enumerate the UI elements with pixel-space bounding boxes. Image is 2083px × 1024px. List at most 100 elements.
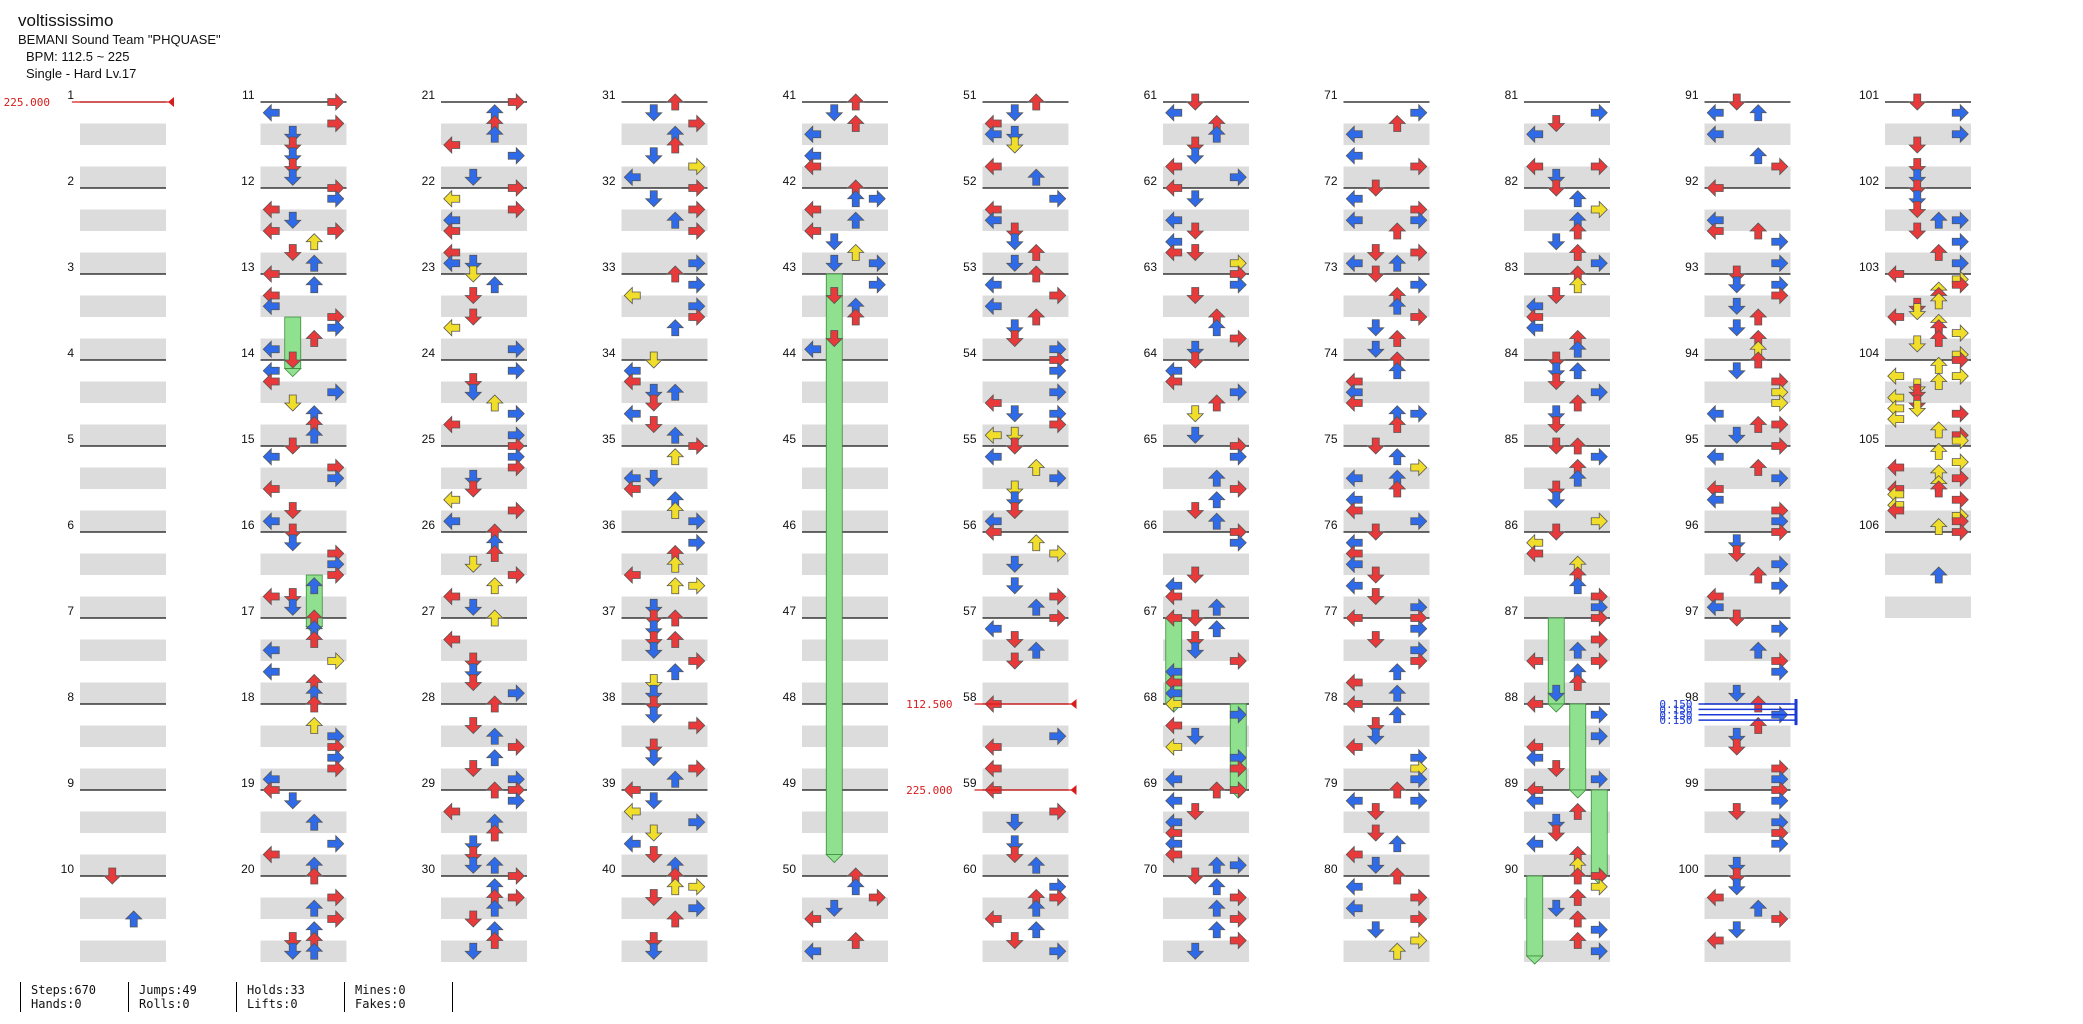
arrow-note bbox=[868, 276, 886, 294]
measure: 30 bbox=[422, 862, 527, 962]
measure: 96 bbox=[1685, 518, 1791, 618]
measure-number: 105 bbox=[1859, 432, 1879, 446]
beat-band bbox=[80, 338, 166, 360]
arrow-note bbox=[507, 792, 525, 810]
arrow-note bbox=[507, 405, 525, 423]
beat-band bbox=[1704, 725, 1791, 747]
stop-marker: 0.150 bbox=[1659, 698, 1798, 711]
beat-band bbox=[1524, 510, 1610, 532]
beat-band bbox=[1704, 897, 1791, 919]
beat-band bbox=[80, 639, 166, 661]
measure: 51 bbox=[963, 88, 1069, 188]
arrow-note bbox=[305, 233, 323, 251]
measure: 62 bbox=[1144, 174, 1249, 274]
beat-band bbox=[441, 768, 527, 790]
measure: 60 bbox=[963, 862, 1069, 962]
measure-number: 38 bbox=[602, 690, 616, 704]
beat-band bbox=[1343, 854, 1430, 876]
arrow-note bbox=[1569, 190, 1587, 208]
beat-band bbox=[1704, 854, 1791, 876]
hold-end bbox=[1568, 789, 1587, 799]
beat-band bbox=[1885, 596, 1971, 618]
measure: 8 bbox=[67, 690, 166, 790]
beat-band bbox=[1704, 338, 1791, 360]
beat-band bbox=[802, 338, 888, 360]
arrow-note bbox=[1006, 405, 1024, 423]
arrow-note bbox=[1526, 749, 1544, 767]
beat-band bbox=[1343, 940, 1430, 962]
stat-group-jumps: Jumps:49 Rolls:0 bbox=[128, 982, 236, 1012]
measure: 6 bbox=[67, 518, 166, 618]
arrow-note bbox=[1728, 319, 1746, 337]
arrow-note bbox=[984, 620, 1002, 638]
beat-band bbox=[982, 725, 1069, 747]
measure: 36 bbox=[602, 518, 708, 618]
arrow-note bbox=[645, 190, 663, 208]
stat-hands: Hands:0 bbox=[31, 997, 82, 1011]
beat-band bbox=[441, 811, 527, 833]
beat-band bbox=[802, 682, 888, 704]
beat-band bbox=[1885, 166, 1971, 188]
beat-band bbox=[621, 596, 708, 618]
arrow-note bbox=[1771, 620, 1789, 638]
measure: 92 bbox=[1685, 174, 1791, 274]
arrow-note bbox=[847, 878, 865, 896]
beat-band bbox=[260, 510, 347, 532]
beat-band bbox=[1163, 897, 1249, 919]
beat-band bbox=[260, 166, 347, 188]
measure-number: 36 bbox=[602, 518, 616, 532]
beat-band bbox=[1343, 166, 1430, 188]
beat-band bbox=[80, 940, 166, 962]
beat-band bbox=[621, 897, 708, 919]
arrow-note bbox=[1229, 276, 1247, 294]
measure: 40 bbox=[602, 862, 708, 962]
bpm-tick bbox=[168, 97, 174, 107]
arrow-note bbox=[847, 190, 865, 208]
measure-number: 59 bbox=[963, 776, 977, 790]
beat-band bbox=[441, 338, 527, 360]
measure-number: 57 bbox=[963, 604, 977, 618]
arrow-note bbox=[623, 835, 641, 853]
measure-number: 46 bbox=[783, 518, 797, 532]
arrow-note bbox=[1728, 93, 1746, 111]
arrow-note bbox=[1590, 104, 1608, 122]
arrow-note bbox=[1728, 276, 1746, 294]
measure: 33 bbox=[602, 260, 708, 360]
measure-number: 99 bbox=[1685, 776, 1699, 790]
beat-band bbox=[1524, 725, 1610, 747]
beat-band bbox=[982, 381, 1069, 403]
measure-number: 28 bbox=[422, 690, 436, 704]
measure-number: 74 bbox=[1324, 346, 1338, 360]
measure-number: 61 bbox=[1144, 88, 1158, 102]
arrow-note bbox=[1908, 93, 1926, 111]
arrow-note bbox=[1388, 362, 1406, 380]
hold-body bbox=[1569, 703, 1587, 791]
arrow-note bbox=[1027, 534, 1045, 552]
arrow-note bbox=[1367, 921, 1385, 939]
measure: 85 bbox=[1505, 432, 1610, 532]
arrow-note bbox=[1208, 878, 1226, 896]
stat-lifts: Lifts:0 bbox=[247, 997, 298, 1011]
measure-number: 12 bbox=[241, 174, 255, 188]
hold-body bbox=[825, 273, 843, 855]
arrow-note bbox=[1006, 233, 1024, 251]
arrow-note bbox=[262, 104, 280, 122]
arrow-note bbox=[1208, 319, 1226, 337]
beat-band bbox=[441, 424, 527, 446]
arrow-note bbox=[1186, 190, 1204, 208]
beat-band bbox=[1885, 510, 1971, 532]
beat-band bbox=[621, 209, 708, 231]
beat-band bbox=[982, 467, 1069, 489]
arrow-note bbox=[327, 835, 345, 853]
beat-band bbox=[621, 940, 708, 962]
beat-band bbox=[982, 811, 1069, 833]
beat-band bbox=[260, 252, 347, 274]
arrow-note bbox=[262, 448, 280, 466]
beat-band bbox=[1524, 596, 1610, 618]
measure: 45 bbox=[783, 432, 888, 532]
measure-number: 11 bbox=[242, 88, 255, 102]
measure: 58 bbox=[963, 690, 1069, 790]
measure: 99 bbox=[1685, 776, 1791, 876]
arrow-note bbox=[1728, 362, 1746, 380]
beat-band bbox=[621, 725, 708, 747]
